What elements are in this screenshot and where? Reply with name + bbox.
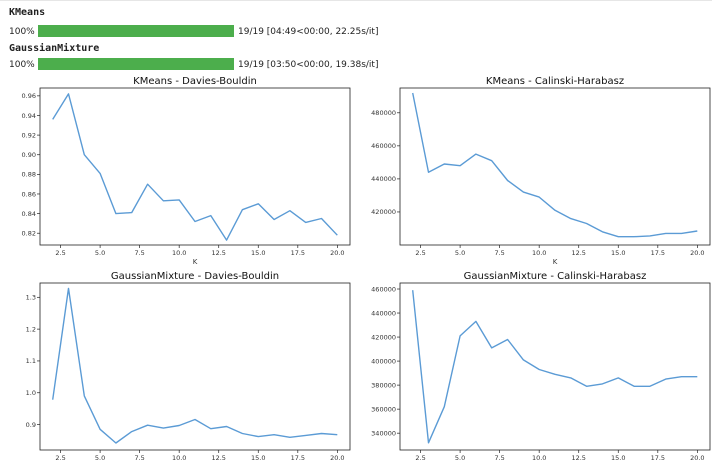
gmm-progress-stats: 19/19 [03:50<00:00, 19.38s/it] xyxy=(238,60,379,70)
gaussianmixture-calinski-harabasz-plot-frame xyxy=(399,282,711,451)
gaussianmixture-davies-bouldin-xtick-label: 2.5 xyxy=(55,454,65,462)
gaussianmixture-calinski-harabasz-ytick-label: 340000 xyxy=(371,429,396,437)
gaussianmixture-davies-bouldin-xtick-label: 7.5 xyxy=(134,454,144,462)
gaussianmixture-calinski-harabasz-ytick-label: 400000 xyxy=(371,357,396,365)
gaussianmixture-calinski-harabasz-xtick-label: 20.0 xyxy=(690,454,704,462)
gaussianmixture-calinski-harabasz-xtick-label: 17.5 xyxy=(651,454,665,462)
kmeans-calinski-harabasz-series-line xyxy=(412,92,698,238)
kmeans-progress-stats: 19/19 [04:49<00:00, 22.25s/it] xyxy=(238,27,379,37)
gaussianmixture-calinski-harabasz-xtick-label: 5.0 xyxy=(455,454,465,462)
kmeans-davies-bouldin-ytick-label: 0.92 xyxy=(22,131,36,139)
gaussianmixture-calinski-harabasz-ytick-label: 460000 xyxy=(371,285,396,293)
kmeans-calinski-harabasz-xtick-label: 10.0 xyxy=(532,249,546,257)
gaussianmixture-calinski-harabasz-ytick-label: 420000 xyxy=(371,333,396,341)
gaussianmixture-davies-bouldin-ytick-label: 1.0 xyxy=(26,389,36,397)
kmeans-davies-bouldin-plot-frame xyxy=(39,87,351,246)
gaussianmixture-davies-bouldin-ytick-label: 1.1 xyxy=(26,357,36,365)
kmeans-davies-bouldin-ytick-label: 0.90 xyxy=(22,151,36,159)
kmeans-calinski-harabasz-ytick-label: 480000 xyxy=(371,109,396,117)
gmm-progress-fill xyxy=(38,58,234,70)
kmeans-davies-bouldin-xtick-label: 7.5 xyxy=(134,249,144,257)
gaussianmixture-davies-bouldin-xtick-label: 17.5 xyxy=(291,454,305,462)
gaussianmixture-davies-bouldin-xtick-label: 12.5 xyxy=(211,454,225,462)
kmeans-davies-bouldin-xtick-label: 5.0 xyxy=(95,249,105,257)
gmm-progress-track xyxy=(38,58,234,70)
kmeans-davies-bouldin-xtick-label: 2.5 xyxy=(55,249,65,257)
kmeans-davies-bouldin-xtick-label: 10.0 xyxy=(172,249,186,257)
kmeans-davies-bouldin-ytick-label: 0.96 xyxy=(22,92,36,100)
kmeans-calinski-harabasz-xlabel: K xyxy=(553,258,558,266)
kmeans-calinski-harabasz-ytick-label: 420000 xyxy=(371,208,396,216)
kmeans-progress-header: KMeans xyxy=(9,7,46,18)
kmeans-calinski-harabasz-xtick-label: 20.0 xyxy=(690,249,704,257)
gaussianmixture-davies-bouldin-ytick-label: 1.2 xyxy=(26,325,36,333)
kmeans-davies-bouldin-xtick-label: 15.0 xyxy=(251,249,265,257)
gaussianmixture-davies-bouldin-xtick-label: 15.0 xyxy=(251,454,265,462)
kmeans-davies-bouldin-ytick-label: 0.82 xyxy=(22,230,36,238)
gaussianmixture-calinski-harabasz-ytick-label: 440000 xyxy=(371,309,396,317)
gaussianmixture-davies-bouldin-xtick-label: 20.0 xyxy=(330,454,344,462)
gmm-progress-percent: 100% xyxy=(9,60,35,70)
kmeans-calinski-harabasz-plot-frame xyxy=(399,87,711,246)
kmeans-davies-bouldin-ytick-label: 0.94 xyxy=(22,112,36,120)
kmeans-davies-bouldin-ytick-label: 0.88 xyxy=(22,171,36,179)
kmeans-calinski-harabasz-xtick-label: 12.5 xyxy=(571,249,585,257)
kmeans-davies-bouldin-xlabel: K xyxy=(193,258,198,266)
gaussianmixture-calinski-harabasz-xtick-label: 2.5 xyxy=(415,454,425,462)
gaussianmixture-davies-bouldin-xtick-label: 10.0 xyxy=(172,454,186,462)
kmeans-calinski-harabasz-title: KMeans - Calinski-Harabasz xyxy=(486,76,624,87)
kmeans-calinski-harabasz-xtick-label: 2.5 xyxy=(415,249,425,257)
kmeans-davies-bouldin-xtick-label: 17.5 xyxy=(291,249,305,257)
gaussianmixture-calinski-harabasz-series-line xyxy=(412,290,698,444)
kmeans-calinski-harabasz-xtick-label: 15.0 xyxy=(611,249,625,257)
kmeans-davies-bouldin-series-line xyxy=(52,93,338,241)
kmeans-davies-bouldin-xtick-label: 12.5 xyxy=(211,249,225,257)
kmeans-calinski-harabasz-xtick-label: 7.5 xyxy=(494,249,504,257)
gaussianmixture-davies-bouldin-ytick-label: 1.3 xyxy=(26,294,36,302)
kmeans-davies-bouldin-title: KMeans - Davies-Bouldin xyxy=(133,76,257,87)
kmeans-calinski-harabasz-ytick-label: 440000 xyxy=(371,175,396,183)
kmeans-progress-fill xyxy=(38,25,234,37)
gaussianmixture-davies-bouldin-plot-frame xyxy=(39,282,351,451)
kmeans-calinski-harabasz-xtick-label: 5.0 xyxy=(455,249,465,257)
gaussianmixture-calinski-harabasz-ytick-label: 380000 xyxy=(371,381,396,389)
kmeans-progress-track xyxy=(38,25,234,37)
kmeans-calinski-harabasz-ytick-label: 460000 xyxy=(371,142,396,150)
gaussianmixture-calinski-harabasz-xtick-label: 10.0 xyxy=(532,454,546,462)
gaussianmixture-calinski-harabasz-xtick-label: 15.0 xyxy=(611,454,625,462)
gmm-progress-header: GaussianMixture xyxy=(9,43,100,54)
gaussianmixture-davies-bouldin-title: GaussianMixture - Davies-Bouldin xyxy=(111,271,279,282)
kmeans-progress-percent: 100% xyxy=(9,27,35,37)
kmeans-davies-bouldin-ytick-label: 0.84 xyxy=(22,210,36,218)
kmeans-davies-bouldin-xtick-label: 20.0 xyxy=(330,249,344,257)
gaussianmixture-calinski-harabasz-xtick-label: 7.5 xyxy=(494,454,504,462)
top-divider xyxy=(0,0,712,1)
gaussianmixture-calinski-harabasz-title: GaussianMixture - Calinski-Harabasz xyxy=(464,271,647,282)
kmeans-davies-bouldin-ytick-label: 0.86 xyxy=(22,190,36,198)
gaussianmixture-davies-bouldin-series-line xyxy=(52,287,338,444)
gaussianmixture-davies-bouldin-ytick-label: 0.9 xyxy=(26,421,36,429)
gaussianmixture-calinski-harabasz-ytick-label: 360000 xyxy=(371,405,396,413)
kmeans-calinski-harabasz-xtick-label: 17.5 xyxy=(651,249,665,257)
gaussianmixture-davies-bouldin-xtick-label: 5.0 xyxy=(95,454,105,462)
gaussianmixture-calinski-harabasz-xtick-label: 12.5 xyxy=(571,454,585,462)
